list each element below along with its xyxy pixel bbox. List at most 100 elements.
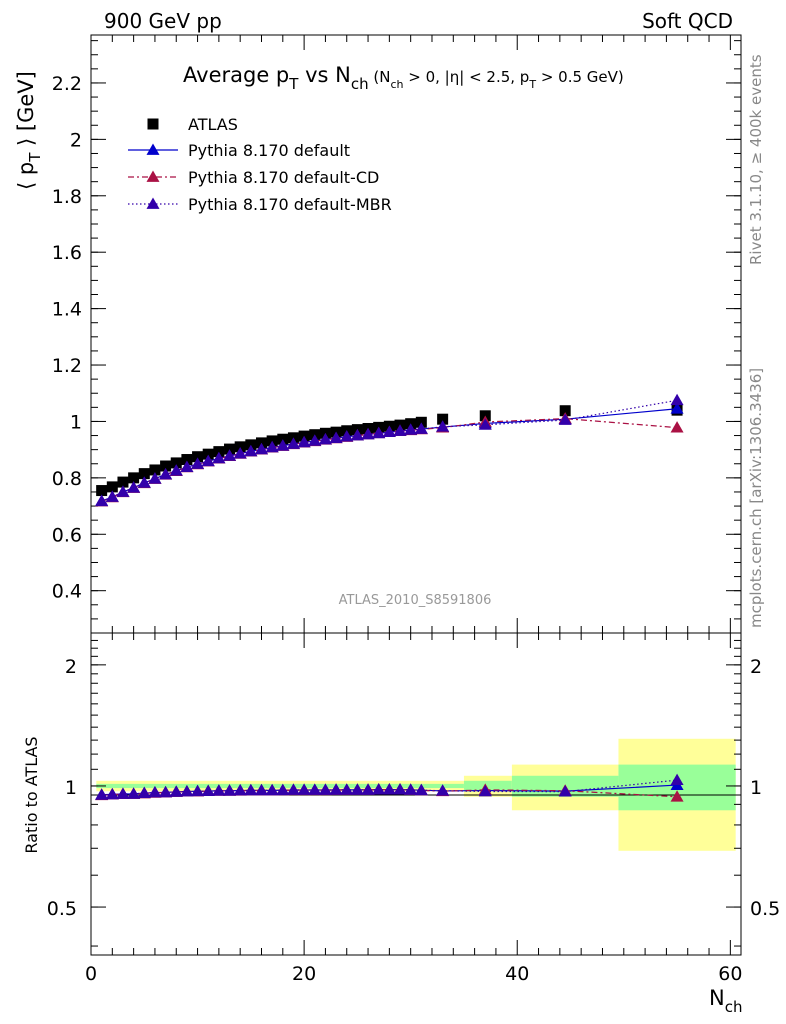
main-y-tick-label: 0.4 xyxy=(52,581,82,603)
point-mbr xyxy=(414,422,428,434)
ratio-point-mbr xyxy=(478,784,492,797)
point-data xyxy=(559,405,571,417)
ratio-point-mbr xyxy=(223,784,237,796)
ratio-point-mbr xyxy=(159,785,173,798)
ratio-point-mbr xyxy=(318,783,332,795)
x-tick-label: 40 xyxy=(505,963,529,985)
main-y-tick-label: 1 xyxy=(70,411,82,433)
point-mbr xyxy=(558,413,572,425)
ratio-point-mbr xyxy=(180,784,194,797)
ratio-point-mbr xyxy=(670,773,684,785)
ratio-point-mbr xyxy=(148,786,162,798)
point-mbr xyxy=(137,476,151,488)
point-mbr xyxy=(116,485,130,497)
ratio-point-mbr xyxy=(372,783,386,795)
main-y-tick-label: 1.4 xyxy=(52,299,82,321)
ratio-y-tick-label-right: 2 xyxy=(750,656,762,678)
ratio-y-tick-label-right: 1 xyxy=(750,777,762,799)
ratio-point-mbr xyxy=(244,783,258,796)
main-y-tick-label: 0.6 xyxy=(52,524,82,546)
main-y-tick-label: 1.2 xyxy=(52,355,82,377)
ratio-point-mbr xyxy=(212,784,226,796)
ratio-point-mbr xyxy=(361,783,375,795)
point-mbr xyxy=(127,481,141,493)
main-y-tick-label: 1.8 xyxy=(52,186,82,208)
band-inner xyxy=(463,780,512,792)
point-mbr xyxy=(148,472,162,484)
ratio-point-mbr xyxy=(169,785,183,797)
point-mbr xyxy=(329,431,343,443)
point-mbr xyxy=(404,423,418,435)
point-mbr xyxy=(169,464,183,476)
point-mbr xyxy=(382,425,396,438)
ratio-point-mbr xyxy=(265,783,279,796)
point-data xyxy=(224,443,236,455)
ratio-y-tick-label-left: 2 xyxy=(65,656,77,678)
ratio-point-mbr xyxy=(254,783,268,796)
point-mbr xyxy=(340,430,354,442)
point-mbr xyxy=(276,439,290,451)
point-mbr xyxy=(254,442,268,455)
ratio-point-mbr xyxy=(201,784,215,796)
point-data xyxy=(437,413,449,425)
main-title: Average pT vs Nch (Nch > 0, |η| < 2.5, p… xyxy=(183,63,624,93)
point-cd xyxy=(670,421,684,433)
series-data xyxy=(96,404,683,497)
legend-item-cd: Pythia 8.170 default-CD xyxy=(128,168,379,187)
point-data xyxy=(160,460,172,472)
point-mbr xyxy=(105,490,119,502)
ratio-point-mbr xyxy=(286,783,300,795)
ratio-panel: 0.5 0.51 12 20 20 40 60 Ratio to ATLAS Nch xyxy=(22,632,780,1016)
ratio-point-cd xyxy=(670,790,684,802)
point-mbr xyxy=(286,437,300,449)
point-data xyxy=(192,451,204,463)
ratio-point-mbr xyxy=(382,783,396,795)
point-mbr xyxy=(350,429,364,441)
series-line-mbr xyxy=(101,399,678,502)
point-data xyxy=(202,448,214,460)
ratio-point-mbr xyxy=(127,787,141,799)
ratio-point-mbr xyxy=(191,784,205,797)
legend-item-default: Pythia 8.170 default xyxy=(128,141,350,160)
ratio-point-mbr xyxy=(233,784,247,796)
point-mbr xyxy=(233,447,247,459)
ratio-point-mbr xyxy=(404,783,418,795)
main-y-tick-label: 2.2 xyxy=(52,73,82,95)
x-tick-label: 0 xyxy=(85,963,97,985)
main-y-tick-label: 2 xyxy=(70,129,82,151)
ratio-point-mbr xyxy=(95,788,109,800)
ratio-plot-frame xyxy=(90,632,742,956)
point-data xyxy=(138,468,150,480)
x-axis-title: Nch xyxy=(709,986,742,1016)
ratio-point-mbr xyxy=(116,787,130,799)
legend-item-data: ATLAS xyxy=(147,115,238,134)
legend: ATLAS Pythia 8.170 default Pythia 8.170 de… xyxy=(128,115,392,214)
ratio-point-mbr xyxy=(558,785,572,797)
legend-label-mbr: Pythia 8.170 default-MBR xyxy=(188,195,392,214)
main-y-axis-title: ⟨ pT ⟩ [GeV] xyxy=(14,71,44,190)
point-mbr xyxy=(191,457,205,469)
ratio-y-axis-title: Ratio to ATLAS xyxy=(22,736,41,853)
legend-marker-default xyxy=(146,143,160,155)
point-data xyxy=(149,464,161,476)
main-y-tick-label: 1.6 xyxy=(52,242,82,264)
series-mbr xyxy=(95,393,684,507)
legend-marker-data xyxy=(147,118,159,130)
point-mbr xyxy=(436,420,450,432)
point-mbr xyxy=(478,418,492,430)
ratio-y-tick-label-left: 1 xyxy=(65,777,77,799)
point-mbr xyxy=(308,434,322,446)
point-data xyxy=(128,472,140,484)
ratio-point-mbr xyxy=(329,783,343,795)
ratio-point-mbr xyxy=(393,783,407,795)
legend-label-data: ATLAS xyxy=(188,115,238,134)
point-mbr xyxy=(212,451,226,464)
point-default xyxy=(670,402,684,414)
point-mbr xyxy=(361,427,375,440)
point-mbr xyxy=(95,494,109,507)
point-data xyxy=(213,446,225,458)
header-left: 900 GeV pp xyxy=(104,9,222,33)
point-mbr xyxy=(318,432,332,445)
point-mbr xyxy=(159,467,173,480)
